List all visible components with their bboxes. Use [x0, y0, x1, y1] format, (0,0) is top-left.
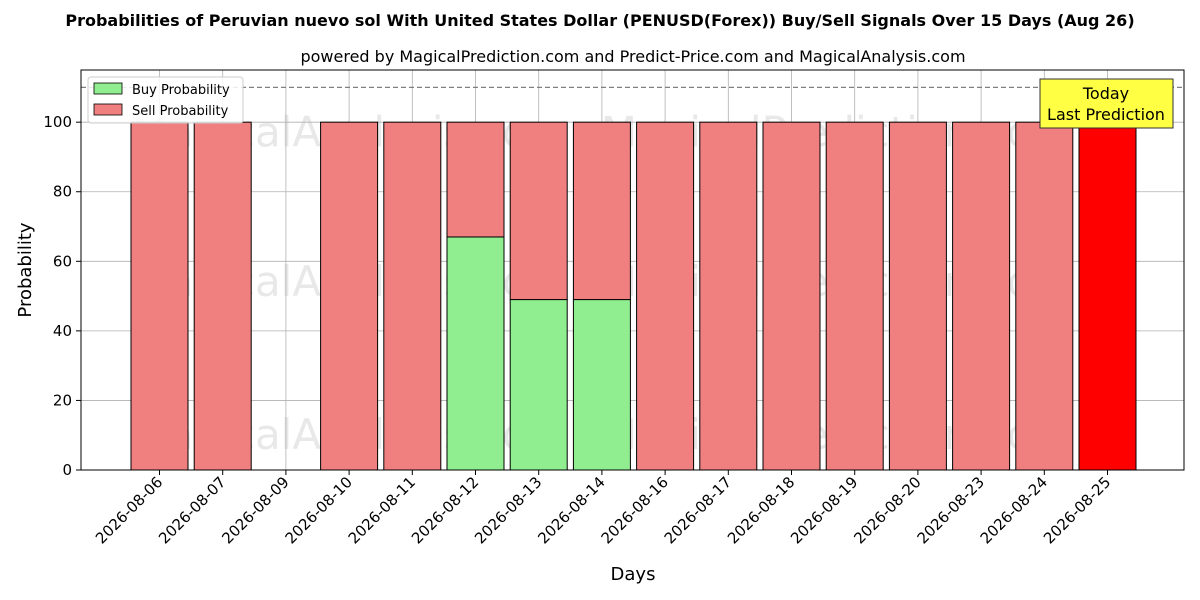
y-axis-label: Probability [15, 222, 36, 317]
annotation-box [1039, 78, 1174, 129]
legend-frame [87, 76, 244, 124]
x-axis-label: Days [611, 564, 656, 585]
bar-sell-2026-08-13 [509, 121, 568, 301]
x-tick-label: 2026-08-10 [282, 473, 356, 547]
legend-buy-label: Buy Probability [132, 83, 230, 98]
x-tick-label: 2026-08-20 [850, 473, 924, 547]
x-tick-label: 2026-08-09 [218, 473, 292, 547]
x-tick-label: 2026-08-16 [598, 473, 672, 547]
legend: Buy Probability Sell Probability [87, 76, 244, 124]
x-tick-label: 2026-08-24 [977, 473, 1051, 547]
x-tick-label: 2026-08-17 [661, 473, 735, 547]
bar-sell-2026-08-17 [699, 121, 758, 471]
y-axis-ticks: 0 20 40 60 80 100 [43, 113, 81, 479]
x-tick-label: 2026-08-19 [787, 473, 861, 547]
annotation-line-2: Last Prediction [1047, 105, 1165, 124]
bar-sell-2026-08-11 [383, 121, 442, 471]
bar-buy-2026-08-13 [509, 299, 568, 471]
x-axis-ticks: 2026-08-062026-08-072026-08-092026-08-10… [92, 470, 1114, 547]
chart-title: Probabilities of Peruvian nuevo sol With… [65, 11, 1134, 30]
y-tick-label: 60 [53, 252, 72, 270]
x-tick-label: 2026-08-07 [155, 473, 229, 547]
bars [130, 121, 1137, 471]
bar-sell-2026-08-06 [130, 121, 189, 471]
bar-sell-2026-08-07 [193, 121, 252, 471]
x-tick-label: 2026-08-11 [345, 473, 419, 547]
bar-buy-2026-08-14 [572, 299, 631, 471]
y-tick-label: 80 [53, 183, 72, 201]
x-tick-label: 2026-08-14 [534, 473, 608, 547]
x-tick-label: 2026-08-18 [724, 473, 798, 547]
chart-subtitle: powered by MagicalPrediction.com and Pre… [300, 47, 965, 66]
y-tick-label: 20 [53, 391, 72, 409]
bar-sell-2026-08-24 [1015, 121, 1074, 471]
x-tick-label: 2026-08-25 [1040, 473, 1114, 547]
legend-sell-label: Sell Probability [132, 104, 229, 119]
bar-sell-2026-08-19 [825, 121, 884, 471]
bar-sell-2026-08-10 [320, 121, 379, 471]
bar-sell-2026-08-12 [446, 121, 505, 238]
bar-sell-2026-08-20 [888, 121, 947, 471]
bar-sell-2026-08-14 [572, 121, 631, 301]
x-tick-label: 2026-08-23 [914, 473, 988, 547]
plot-frame [80, 69, 1185, 471]
legend-sell-swatch [93, 103, 123, 116]
y-tick-label: 40 [53, 322, 72, 340]
annotation-line-1: Today [1082, 84, 1129, 103]
today-annotation: Today Last Prediction [1039, 78, 1174, 129]
x-tick-label: 2026-08-12 [408, 473, 482, 547]
bar-sell-2026-08-23 [952, 121, 1011, 471]
bar-buy-2026-08-12 [446, 236, 505, 471]
bar-sell-2026-08-18 [762, 121, 821, 471]
bar-sell-2026-08-25 [1078, 121, 1137, 471]
y-tick-label: 0 [62, 461, 72, 479]
legend-buy-swatch [93, 82, 123, 95]
x-tick-label: 2026-08-06 [92, 473, 166, 547]
y-tick-label: 100 [43, 113, 72, 131]
bar-sell-2026-08-16 [636, 121, 695, 471]
x-tick-label: 2026-08-13 [471, 473, 545, 547]
